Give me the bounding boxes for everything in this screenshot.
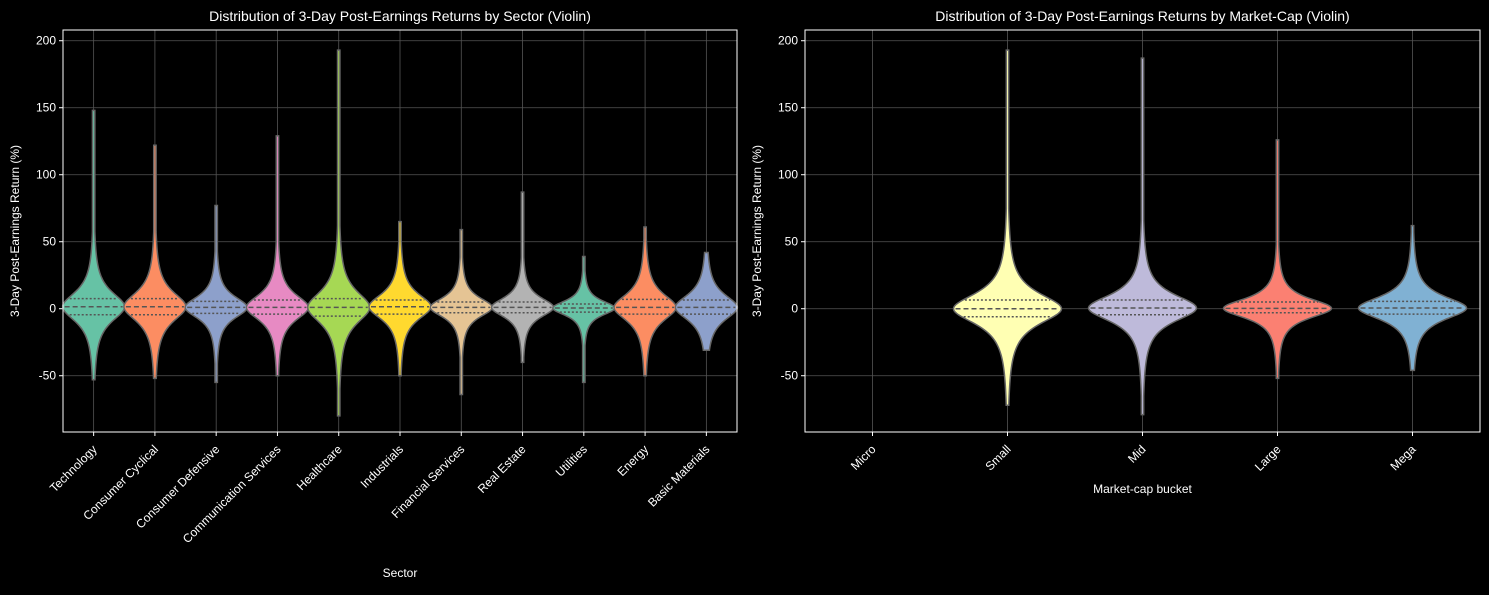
violin-mid: [1087, 57, 1198, 416]
violin-healthcare: [306, 49, 371, 417]
y-tick-label: -50: [39, 369, 57, 383]
violin-body: [429, 228, 494, 396]
x-tick-label: Communication Services: [180, 442, 284, 546]
violin-consumer-defensive: [184, 204, 248, 384]
x-tick-label: Utilities: [553, 442, 590, 479]
violin-industrials: [368, 220, 432, 377]
x-axis-label: Market-cap bucket: [1093, 482, 1192, 496]
axes-frame: [62, 29, 738, 433]
x-tick-label: Real Estate: [475, 442, 529, 496]
violin-energy: [613, 226, 677, 377]
y-tick-label: 100: [36, 168, 56, 182]
y-tick-label: 200: [36, 34, 56, 48]
x-tick-label: Mid: [1125, 442, 1149, 466]
violin-body: [613, 226, 677, 377]
violin-body: [123, 144, 187, 380]
violin-communication-services: [245, 135, 310, 377]
violin-consumer-cyclical: [123, 144, 187, 380]
x-tick-label: Small: [982, 442, 1013, 473]
violin-body: [245, 135, 310, 377]
axes-frame: [804, 29, 1481, 433]
y-tick-label: 50: [785, 235, 799, 249]
violin-large: [1222, 139, 1333, 380]
y-tick-label: 100: [778, 168, 798, 182]
violin-body: [306, 49, 371, 417]
x-tick-label: Micro: [848, 442, 879, 473]
violin-financial-services: [429, 228, 494, 396]
y-axis-label: 3-Day Post-Earnings Return (%): [8, 145, 22, 317]
x-tick-label: Mega: [1387, 442, 1418, 473]
violin-body: [1357, 224, 1468, 372]
subplot-market-cap: -50 0 50 100 150 200 Micro Small Mid Large Mega Dis…: [750, 8, 1481, 496]
x-tick-label: Basic Materials: [645, 442, 712, 509]
y-tick-label: 150: [778, 101, 798, 115]
violin-basic-materials: [674, 251, 739, 352]
y-tick-label: 200: [778, 34, 798, 48]
violin-body: [952, 49, 1063, 406]
y-tick-label: -50: [781, 369, 799, 383]
chart-title: Distribution of 3-Day Post-Earnings Retu…: [209, 8, 591, 24]
violin-body: [1222, 139, 1333, 380]
violin-body: [1087, 57, 1198, 416]
violin-body: [184, 204, 248, 384]
violin-body: [674, 251, 739, 352]
y-tick-label: 50: [43, 235, 57, 249]
y-tick-label: 0: [791, 302, 798, 316]
violin-real-estate: [490, 191, 555, 364]
violin-small: [952, 49, 1063, 406]
y-tick-label: 0: [49, 302, 56, 316]
violin-body: [490, 191, 555, 364]
x-tick-label: Technology: [47, 442, 100, 495]
violin-body: [552, 255, 616, 384]
violin-body: [368, 220, 432, 377]
violin-body: [61, 109, 126, 381]
x-tick-label: Energy: [614, 442, 651, 479]
violin-utilities: [552, 255, 616, 384]
chart-title: Distribution of 3-Day Post-Earnings Retu…: [935, 8, 1349, 24]
x-tick-label: Healthcare: [294, 442, 345, 493]
x-tick-label: Industrials: [358, 442, 407, 491]
violin-technology: [61, 109, 126, 381]
x-axis-label: Sector: [383, 566, 418, 580]
violin-mega: [1357, 224, 1468, 372]
y-axis-label: 3-Day Post-Earnings Return (%): [750, 145, 764, 317]
x-tick-label: Large: [1252, 442, 1284, 474]
y-tick-label: 150: [36, 101, 56, 115]
